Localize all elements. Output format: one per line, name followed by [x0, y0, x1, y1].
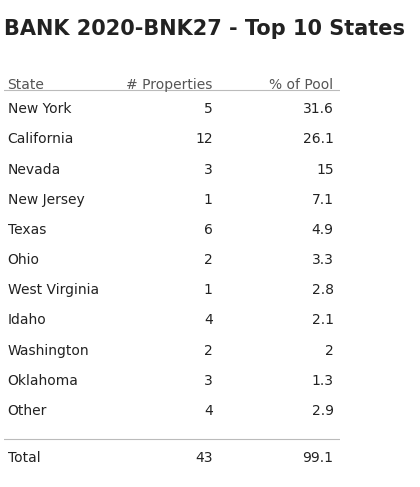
Text: Total: Total [8, 451, 40, 465]
Text: West Virginia: West Virginia [8, 283, 99, 297]
Text: Oklahoma: Oklahoma [8, 374, 79, 388]
Text: Idaho: Idaho [8, 314, 46, 327]
Text: 5: 5 [204, 102, 213, 116]
Text: BANK 2020-BNK27 - Top 10 States: BANK 2020-BNK27 - Top 10 States [4, 19, 405, 38]
Text: 2.9: 2.9 [312, 404, 333, 418]
Text: Other: Other [8, 404, 47, 418]
Text: 1: 1 [204, 283, 213, 297]
Text: 2: 2 [204, 253, 213, 267]
Text: 6: 6 [204, 223, 213, 237]
Text: California: California [8, 132, 74, 147]
Text: 2.8: 2.8 [312, 283, 333, 297]
Text: New Jersey: New Jersey [8, 193, 84, 207]
Text: New York: New York [8, 102, 71, 116]
Text: State: State [8, 78, 45, 93]
Text: # Properties: # Properties [126, 78, 213, 93]
Text: Nevada: Nevada [8, 163, 61, 177]
Text: % of Pool: % of Pool [270, 78, 333, 93]
Text: 12: 12 [195, 132, 213, 147]
Text: 43: 43 [195, 451, 213, 465]
Text: 2.1: 2.1 [312, 314, 333, 327]
Text: 2: 2 [325, 343, 333, 357]
Text: 3.3: 3.3 [312, 253, 333, 267]
Text: 4.9: 4.9 [312, 223, 333, 237]
Text: 4: 4 [204, 404, 213, 418]
Text: 3: 3 [204, 374, 213, 388]
Text: 99.1: 99.1 [302, 451, 333, 465]
Text: 7.1: 7.1 [312, 193, 333, 207]
Text: 31.6: 31.6 [303, 102, 333, 116]
Text: Washington: Washington [8, 343, 89, 357]
Text: 15: 15 [316, 163, 333, 177]
Text: 1: 1 [204, 193, 213, 207]
Text: Texas: Texas [8, 223, 46, 237]
Text: 3: 3 [204, 163, 213, 177]
Text: 26.1: 26.1 [303, 132, 333, 147]
Text: 4: 4 [204, 314, 213, 327]
Text: 1.3: 1.3 [312, 374, 333, 388]
Text: Ohio: Ohio [8, 253, 39, 267]
Text: 2: 2 [204, 343, 213, 357]
